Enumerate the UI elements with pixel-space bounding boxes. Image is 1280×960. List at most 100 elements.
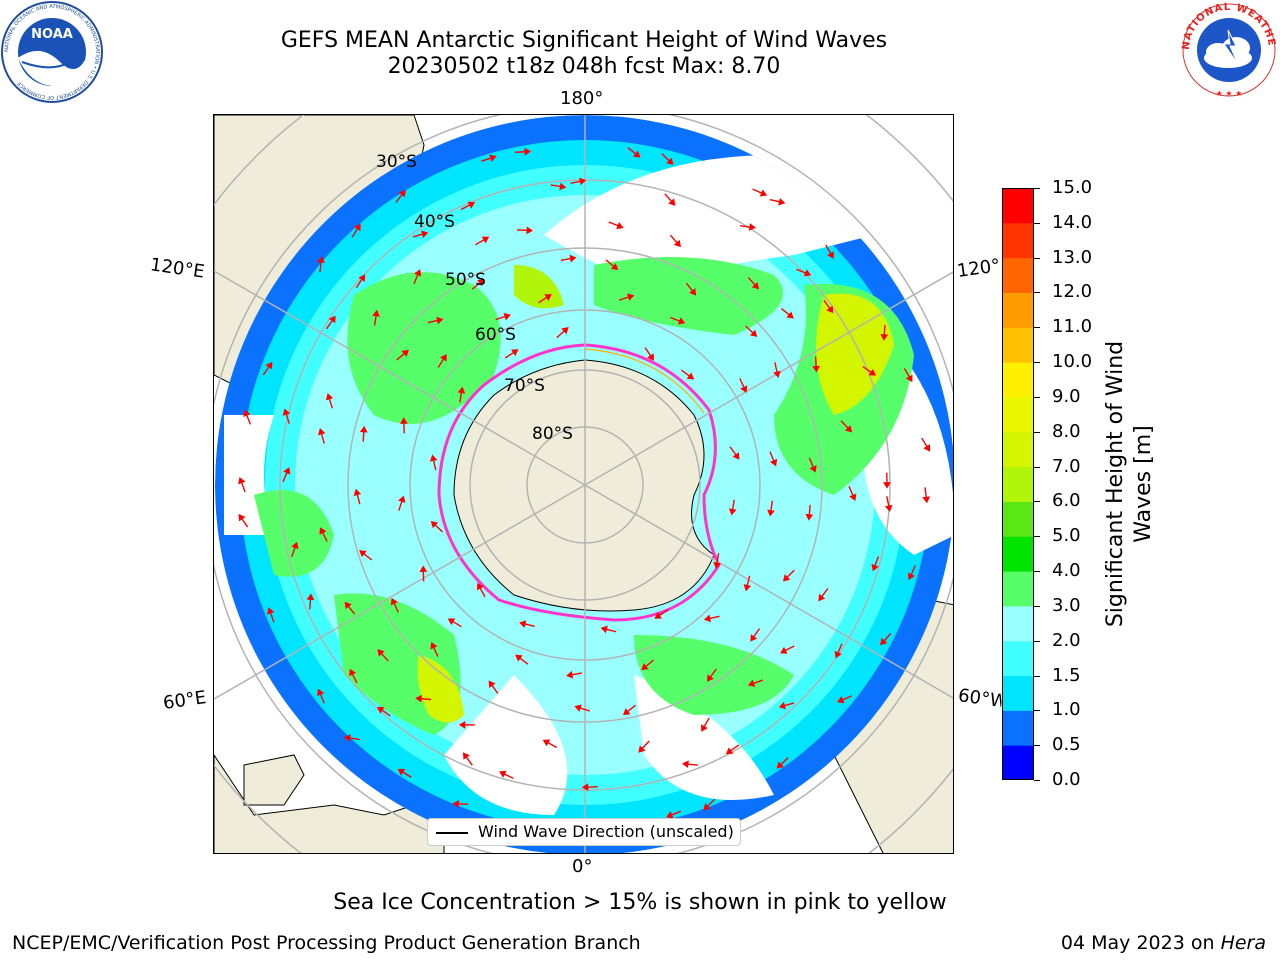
wave-direction-arrowhead xyxy=(668,198,676,206)
wave-direction-arrowhead xyxy=(372,309,380,317)
wave-direction-arrowhead xyxy=(923,444,931,452)
wave-direction-arrowhead xyxy=(770,458,778,467)
lon-label-120w: 120°W xyxy=(955,255,1003,282)
colorbar-tick-label: 1.0 xyxy=(1052,699,1081,721)
lon-label-60w: 60°W xyxy=(956,685,1004,712)
wave-direction-arrowhead xyxy=(397,768,406,776)
wave-direction-arrow xyxy=(285,413,290,424)
wave-direction-arrowhead xyxy=(317,256,325,264)
wave-direction-arrow xyxy=(459,392,463,403)
wave-direction-arrow xyxy=(269,612,275,623)
wave-direction-arrow xyxy=(837,643,843,654)
colorbar-tick-mark xyxy=(1034,780,1040,781)
wave-direction-arrowhead xyxy=(282,408,291,416)
wave-direction-arrowhead xyxy=(803,269,812,277)
wave-direction-arrow xyxy=(504,773,514,780)
map-panel[interactable] xyxy=(213,114,954,854)
wave-direction-arrow xyxy=(769,198,780,203)
wave-direction-arrowhead xyxy=(728,508,737,516)
wave-direction-arrow xyxy=(351,673,358,684)
wave-direction-arrow xyxy=(571,672,582,676)
wave-direction-arrow xyxy=(769,451,775,462)
wave-direction-arrow xyxy=(437,358,445,368)
lon-label-180: 180° xyxy=(560,88,604,109)
wave-direction-arrowhead xyxy=(419,565,428,573)
colorbar-segment xyxy=(1002,536,1034,572)
wave-direction-arrowhead xyxy=(436,316,444,325)
wave-direction-arrowhead xyxy=(353,488,362,496)
wave-direction-arrowhead xyxy=(344,601,352,610)
wave-direction-arrowhead xyxy=(626,293,635,301)
wave-direction-arrowhead xyxy=(343,734,351,742)
wave-direction-arrowhead xyxy=(622,708,631,716)
wave-direction-arrow xyxy=(641,740,650,749)
land-madagascar xyxy=(243,754,305,806)
colorbar-segment xyxy=(1002,710,1034,746)
wave-direction-arrowhead xyxy=(561,327,569,335)
wave-direction-arrow xyxy=(355,278,363,289)
wave-direction-arrowhead xyxy=(569,254,577,263)
lon-label-0: 0° xyxy=(572,856,593,877)
wave-direction-arrow xyxy=(471,282,481,290)
colorbar-segment xyxy=(1002,188,1034,224)
wave-direction-arrow xyxy=(886,496,890,507)
wave-direction-arrow xyxy=(524,623,535,627)
colorbar-segment xyxy=(1002,571,1034,607)
colorbar-tick-mark xyxy=(1034,536,1040,538)
lat-label-40s: 40°S xyxy=(414,212,455,232)
wave-direction-arrowhead xyxy=(358,274,366,282)
wave-direction-arrow xyxy=(412,233,423,238)
wave-direction-arrow xyxy=(309,599,312,610)
wave-direction-arrow xyxy=(770,500,774,511)
colorbar-segment xyxy=(1002,222,1034,259)
wave-direction-arrowhead xyxy=(751,282,760,290)
wave-direction-arrowhead xyxy=(488,680,496,688)
wave-direction-arrowhead xyxy=(689,288,697,296)
wave-direction-arrowhead xyxy=(633,150,641,158)
svg-text:★ ★ ★: ★ ★ ★ xyxy=(1216,89,1243,98)
wave-direction-arrowhead xyxy=(826,305,834,314)
wave-direction-arrow xyxy=(903,368,911,378)
wave-direction-arrowhead xyxy=(767,509,775,517)
wave-direction-arrow xyxy=(752,188,762,194)
colorbar-tick-label: 12.0 xyxy=(1052,281,1093,303)
wave-direction-arrow xyxy=(786,569,795,578)
wave-direction-arrow xyxy=(328,398,334,409)
footer-machine: Hera xyxy=(1220,932,1266,954)
wave-direction-arrow xyxy=(753,628,761,638)
wave-direction-arrow xyxy=(605,259,615,267)
wave-direction-arrowhead xyxy=(542,739,551,747)
wave-direction-arrow xyxy=(707,798,716,807)
colorbar xyxy=(1002,188,1034,780)
wave-direction-arrow xyxy=(547,742,558,749)
colorbar-tick-label: 1.5 xyxy=(1052,664,1081,686)
wave-direction-arrowhead xyxy=(429,454,438,462)
wave-direction-arrow xyxy=(848,486,854,496)
wave-direction-arrow xyxy=(262,366,270,376)
colorbar-tick-label: 7.0 xyxy=(1052,455,1081,477)
colorbar-tick-label: 15.0 xyxy=(1052,177,1093,198)
wave-direction-arrowhead xyxy=(481,236,490,244)
wave-direction-arrowhead xyxy=(400,417,408,424)
wave-direction-arrowhead xyxy=(544,294,552,301)
wave-direction-arrow xyxy=(924,487,927,498)
wave-direction-arrow xyxy=(479,587,486,598)
wave-direction-arrow xyxy=(427,319,438,324)
wave-direction-arrowhead xyxy=(778,197,786,206)
wave-direction-arrow xyxy=(380,653,389,662)
wave-direction-arrowhead xyxy=(880,334,889,341)
svg-text:NOAA: NOAA xyxy=(31,27,73,42)
wave-direction-arrowhead xyxy=(647,353,655,361)
wave-direction-arrowhead xyxy=(677,317,686,325)
colorbar-segment xyxy=(1002,396,1034,433)
colorbar-tick-label: 4.0 xyxy=(1052,560,1081,582)
wave-direction-arrow xyxy=(910,565,916,576)
wave-direction-arrow xyxy=(825,244,832,254)
wave-direction-arrow xyxy=(381,709,391,717)
legend-line-swatch xyxy=(436,832,468,834)
wave-direction-arrowhead xyxy=(600,625,608,634)
wave-direction-arrow xyxy=(606,628,617,633)
wave-direction-arrow xyxy=(495,315,506,321)
wave-direction-arrow xyxy=(821,588,829,598)
wave-direction-arrow xyxy=(319,693,326,704)
